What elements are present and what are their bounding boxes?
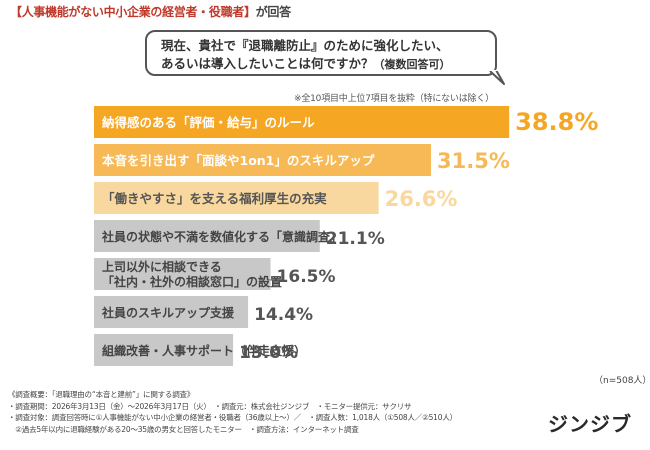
question-line-2-text: あるいは導入したいことは何ですか？ <box>161 56 374 71</box>
bar-label-5-line-2: 「社内・社外の相談窓口」の設置 <box>102 274 282 289</box>
bar-label-7: 組織改善・人事サポート（伴走支援） <box>102 343 306 358</box>
question-line-1: 現在、貴社で『退職離防止』のために強化したい、 <box>161 38 449 53</box>
value-label-3: 26.6% <box>385 187 458 211</box>
footer-line-4: ②過去5年以内に退職経験がある20〜35歳の男女と回答したモニター ・調査方法：… <box>8 424 359 434</box>
brand-logo: ジンジブ <box>548 412 632 436</box>
header-highlight: 【人事機能がない中小企業の経営者・役職者】 <box>10 5 256 19</box>
question-note: （複数回答可） <box>373 58 451 71</box>
header-label: 【人事機能がない中小企業の経営者・役職者】が回答 <box>10 3 291 20</box>
bar-5 <box>94 258 271 290</box>
bar-label-1: 納得感のある「評価・給与」のルール <box>102 115 315 130</box>
footer-line-2: ・調査期間：2026年3月13日（金）〜2026年3月17日（火） ・調査元：株… <box>8 401 412 411</box>
value-label-1: 38.8% <box>515 108 598 136</box>
sample-size: （n=508人） <box>594 376 650 386</box>
value-label-6: 14.4% <box>254 305 313 325</box>
question-line-2: あるいは導入したいことは何ですか？（複数回答可） <box>161 55 495 74</box>
chart-note: ※全10項目中上位7項目を抜粋（特にないは除く） <box>294 94 494 104</box>
bar-label-2: 本音を引き出す「面談や1on1」のスキルアップ <box>102 153 375 168</box>
bar-label-4: 社員の状態や不満を数値化する「意識調査」 <box>101 229 342 244</box>
footer-line-3: ・調査対象：調査回答時に①人事機能がない中小企業の経営者・役職者（36歳以上〜）… <box>8 413 457 422</box>
value-label-4: 21.1% <box>326 229 385 249</box>
speech-bubble-tail-icon <box>489 70 505 85</box>
bar-3 <box>94 182 379 214</box>
value-label-5: 16.5% <box>277 267 336 287</box>
footer-line-1: 《調査概要：「退職理由の“本音と建前”」に関する調査》 <box>8 390 195 399</box>
value-label-7: 13.0% <box>239 343 298 363</box>
bar-4 <box>94 220 320 252</box>
bar-label-6: 社員のスキルアップ支援 <box>101 305 235 320</box>
question-bubble: 現在、貴社で『退職離防止』のために強化したい、 あるいは導入したいことは何ですか… <box>145 30 497 76</box>
survey-footer: 《調査概要：「退職理由の“本音と建前”」に関する調査》 ・調査期間：2026年3… <box>8 389 548 435</box>
bar-2 <box>94 144 432 176</box>
bar-7 <box>94 334 234 366</box>
bar-label-5-line-1: 上司以外に相談できる <box>102 259 222 274</box>
value-label-2: 31.5% <box>437 149 510 173</box>
header-suffix: が回答 <box>255 5 291 19</box>
bar-6 <box>94 296 249 328</box>
bar-label-3: 「働きやすさ」を支える福利厚生の充実 <box>102 191 327 206</box>
bar-chart: 納得感のある「評価・給与」のルール 38.8% 本音を引き出す「面談や1on1」のス… <box>94 106 598 366</box>
bar-1 <box>94 106 510 138</box>
